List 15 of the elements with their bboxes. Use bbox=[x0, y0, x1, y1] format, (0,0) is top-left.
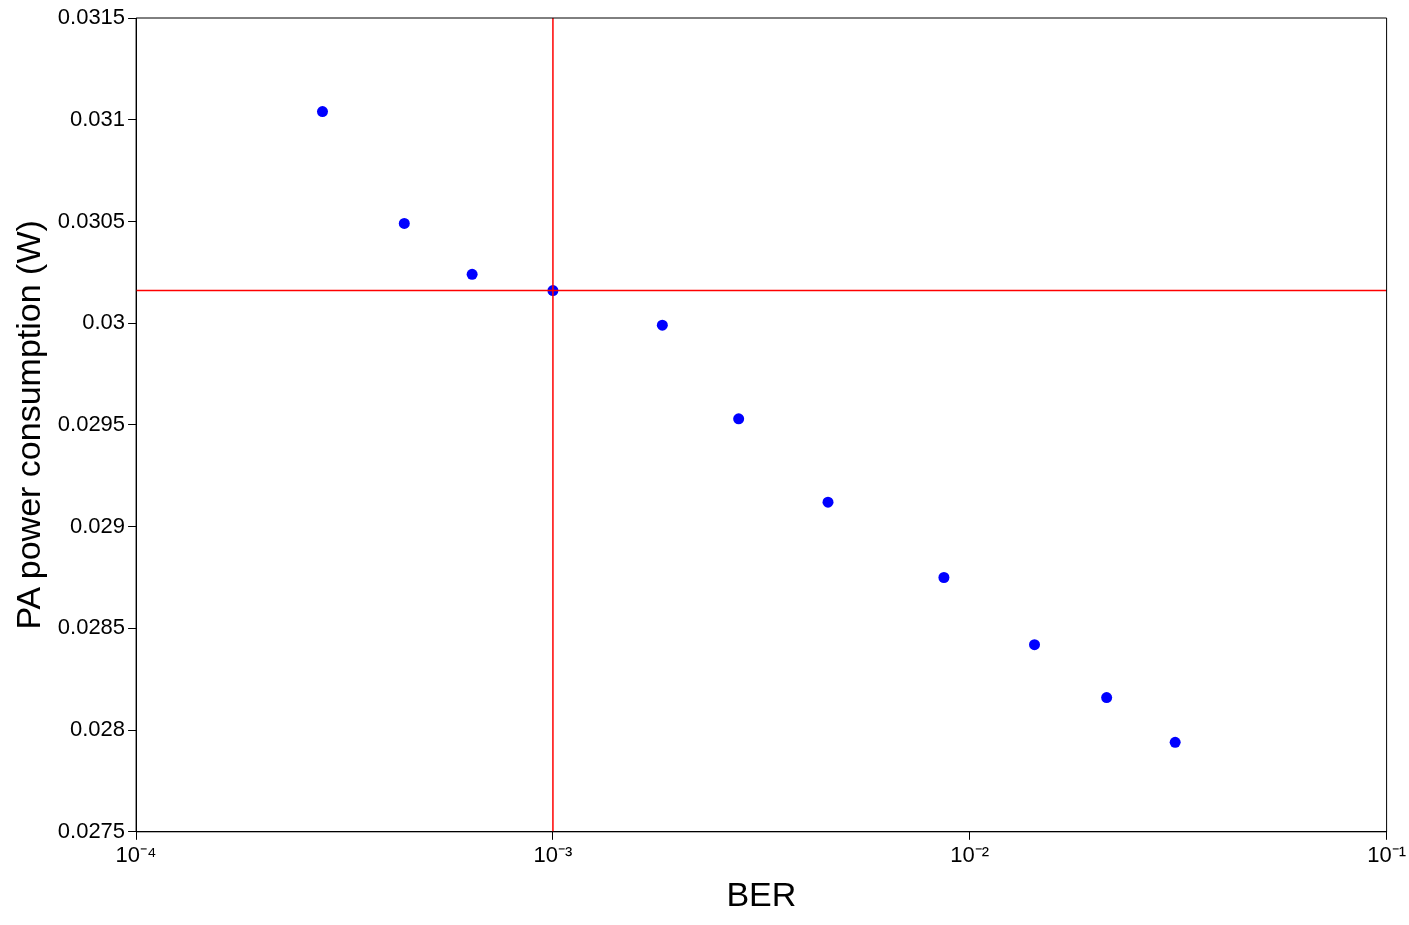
y-tick-label: 0.0305 bbox=[57, 207, 126, 233]
y-tick-label: 0.0275 bbox=[57, 817, 126, 843]
y-tick-label: 0.029 bbox=[70, 512, 126, 538]
y-tick-label: 0.0295 bbox=[57, 410, 126, 436]
y-tick-label: 0.031 bbox=[70, 105, 126, 131]
x-tick-label: 10⁻¹ bbox=[1367, 842, 1406, 868]
y-axis-title: PA power consumption (W) bbox=[8, 220, 47, 630]
y-tick-label: 0.028 bbox=[70, 716, 126, 742]
y-tick-label: 0.0285 bbox=[57, 614, 126, 640]
x-tick-label: 10⁻² bbox=[950, 842, 990, 868]
x-tick-label: 10⁻⁴ bbox=[115, 842, 157, 868]
y-tick-label: 0.0315 bbox=[57, 4, 126, 30]
x-tick-label: 10⁻³ bbox=[533, 842, 573, 868]
x-axis-title: BER bbox=[726, 874, 797, 913]
y-tick-label: 0.03 bbox=[82, 309, 126, 335]
